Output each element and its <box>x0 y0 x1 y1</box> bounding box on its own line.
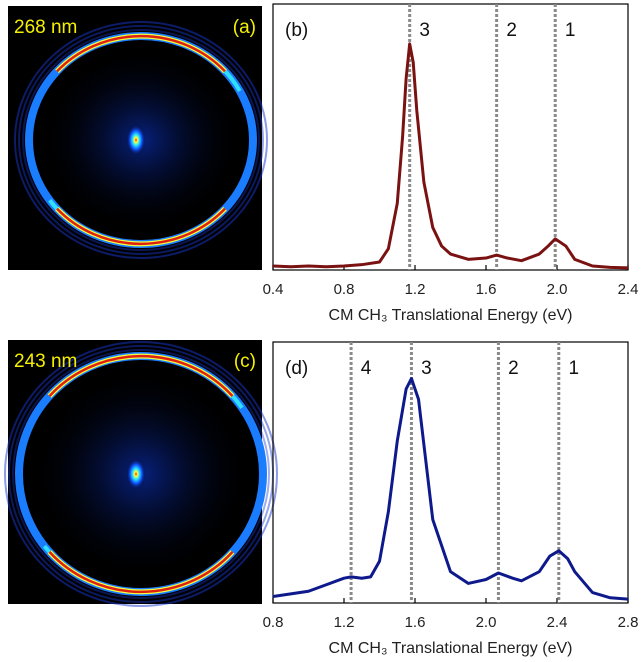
image-panel: 268 nm (a) <box>8 6 268 270</box>
image-center <box>126 458 146 490</box>
panel-label: (b) <box>285 20 308 41</box>
marker-label: 1 <box>568 358 579 379</box>
plot-frame <box>272 3 629 271</box>
x-tick-label: 1.2 <box>405 281 426 298</box>
data-line <box>272 42 629 270</box>
marker-label: 3 <box>421 358 432 379</box>
x-tick-label: 2.4 <box>618 281 639 298</box>
x-tick-label: 1.6 <box>476 281 497 298</box>
image-ring <box>12 349 270 599</box>
x-axis-label: CM CH₃ Translational Energy (eV) <box>329 640 573 657</box>
marker-label: 4 <box>361 358 372 379</box>
x-tick-label: 0.8 <box>334 281 355 298</box>
image-center <box>126 124 146 156</box>
image-ring <box>14 21 268 259</box>
x-tick-label: 2.0 <box>547 281 568 298</box>
x-axis-label: CM CH₃ Translational Energy (eV) <box>329 307 573 324</box>
data-line <box>272 377 629 601</box>
image-arc <box>48 354 234 397</box>
x-tick-label: 2.8 <box>618 614 639 631</box>
marker-label: 1 <box>565 20 576 41</box>
x-tick-label: 2.0 <box>476 614 497 631</box>
panel-label: (d) <box>285 358 308 379</box>
plot-frame <box>272 341 629 604</box>
image-wavelength: 243 nm <box>14 351 77 372</box>
x-tick-label: 0.8 <box>263 614 284 631</box>
image-arc <box>48 551 234 594</box>
image-label: (c) <box>234 351 256 372</box>
image-panel: 243 nm (c) <box>4 340 278 607</box>
image-wavelength: 268 nm <box>14 17 77 38</box>
image-ring <box>4 341 278 607</box>
marker-label: 2 <box>508 358 519 379</box>
x-tick-label: 0.4 <box>263 281 284 298</box>
x-tick-label: 2.4 <box>547 614 568 631</box>
image-label: (a) <box>233 17 256 38</box>
marker-label: 3 <box>419 20 430 41</box>
image-arc <box>56 207 226 246</box>
marker-label: 2 <box>506 20 517 41</box>
image-ring <box>22 29 260 251</box>
image-ring <box>18 25 264 255</box>
x-tick-label: 1.2 <box>334 614 355 631</box>
image-arc <box>56 34 226 73</box>
x-tick-label: 1.6 <box>405 614 426 631</box>
